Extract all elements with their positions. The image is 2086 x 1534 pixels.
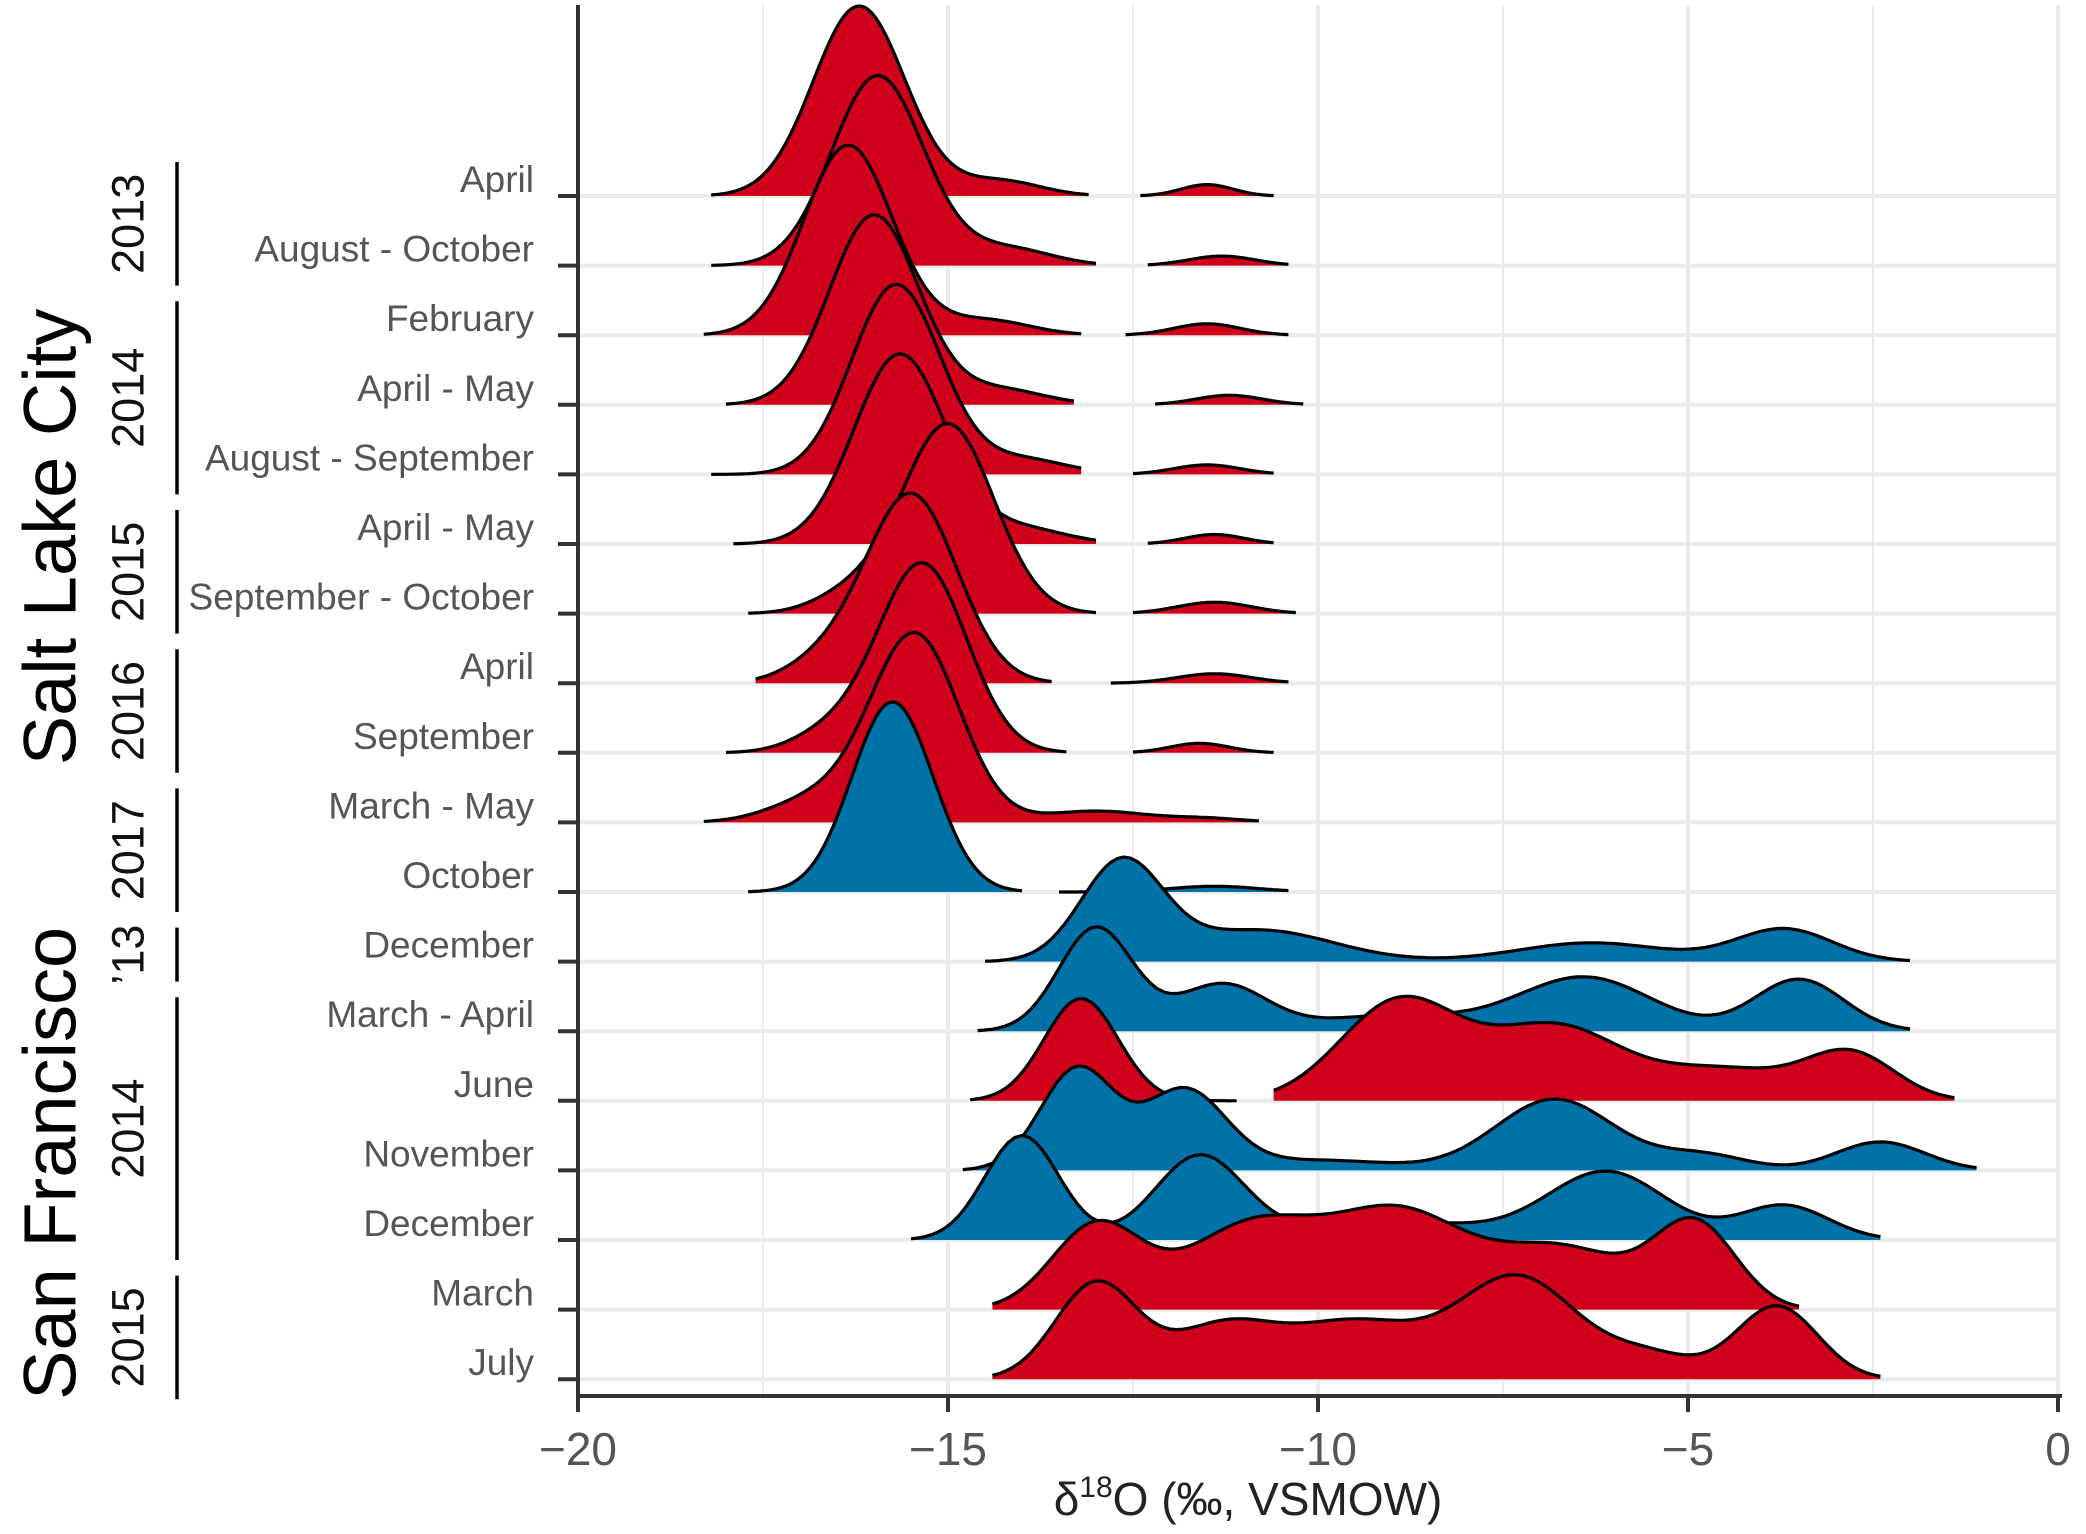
ridge-outline: [703, 630, 1259, 823]
city-label: San Francisco: [9, 927, 92, 1400]
row-label: April: [460, 159, 534, 200]
ridge-outline: [1273, 994, 1955, 1100]
row-label: March: [431, 1273, 534, 1314]
row-label: December: [363, 1203, 534, 1244]
ridge-outline: [755, 491, 1052, 684]
ridge-outline: [1132, 600, 1297, 615]
ridge-series: [962, 1064, 1977, 1172]
row-label: June: [454, 1064, 534, 1105]
row-label: April - May: [357, 368, 534, 409]
ridge-outline: [725, 561, 1067, 754]
ridge-fill: [1133, 602, 1296, 614]
year-label: 2014: [103, 1079, 154, 1179]
grid-layer: [576, 5, 2060, 1396]
ridge-series: [991, 1273, 1881, 1380]
ridge-outline: [725, 213, 1075, 406]
ridge-outline: [1139, 183, 1275, 198]
ridge-fill: [1273, 996, 1955, 1101]
year-label: 2013: [103, 174, 154, 274]
ridge-series: [991, 1203, 1800, 1310]
year-label: 2017: [103, 800, 154, 900]
row-label: March - May: [328, 785, 534, 826]
ridge-outline: [1110, 672, 1289, 685]
year-label: 2015: [103, 1287, 154, 1387]
ridge-outline: [748, 700, 1023, 894]
year-label: 2015: [103, 522, 154, 622]
ridge-fill: [1140, 184, 1274, 196]
ridge-fill: [977, 926, 1910, 1032]
row-label: September - October: [189, 577, 534, 618]
x-axis-title-superscript: 18: [1079, 1471, 1112, 1504]
ridge-series: [703, 630, 1259, 823]
ridge-fill: [911, 1135, 1881, 1240]
ridge-outline: [991, 1203, 1800, 1308]
year-label: ’13: [103, 925, 154, 985]
x-axis-title: δ18O (‰, VSMOW): [1054, 1471, 1443, 1525]
ridge-outline: [1125, 322, 1289, 337]
x-tick-label: 0: [2045, 1423, 2071, 1475]
x-tick-label: −15: [909, 1423, 987, 1475]
row-label: April - May: [357, 507, 534, 548]
ridge-fill: [992, 1274, 1881, 1380]
ridge-outline: [991, 1273, 1881, 1378]
ridge-outline: [1132, 741, 1275, 754]
x-tick-label: −20: [539, 1423, 617, 1475]
ridge-outline: [984, 855, 1911, 963]
ridge-outline: [711, 74, 1097, 267]
ridge-outline: [733, 352, 1097, 546]
x-axis-title-suffix: O (‰, VSMOW): [1113, 1473, 1443, 1525]
row-label: July: [468, 1342, 534, 1383]
row-label: March - April: [326, 994, 534, 1035]
ridge-fill: [985, 857, 1910, 962]
ridge-outline: [1147, 254, 1289, 267]
row-label: April: [460, 646, 534, 687]
ridge-fill: [703, 632, 1259, 823]
row-label: September: [353, 716, 534, 757]
ridge-series: [984, 855, 1911, 963]
ridge-fill: [970, 998, 1237, 1101]
ridge-fill: [1133, 464, 1274, 475]
year-label: 2016: [103, 661, 154, 761]
ridge-outline: [748, 422, 1097, 615]
ridge-layer: [703, 4, 1977, 1380]
ridge-outline: [711, 4, 1089, 197]
ridge-fill: [962, 1065, 1977, 1171]
ridge-fill: [1155, 395, 1304, 405]
ridge-outline: [962, 1064, 1977, 1172]
ridge-fill: [1125, 323, 1289, 336]
ridge-fill: [748, 702, 1022, 892]
ridge-series: [733, 352, 1275, 546]
row-label: February: [386, 298, 535, 339]
row-label: August - October: [254, 229, 534, 270]
ridge-outline: [711, 282, 1082, 476]
row-label: December: [363, 925, 534, 966]
city-label: Salt Lake City: [9, 309, 92, 766]
x-tick-label: −5: [1662, 1423, 1714, 1475]
ridge-fill: [992, 1205, 1799, 1310]
x-tick-label: −10: [1279, 1423, 1357, 1475]
row-label: August - September: [205, 437, 534, 478]
ridge-outline: [1154, 393, 1304, 406]
ridge-outline: [703, 143, 1082, 336]
ridge-outline: [1132, 463, 1275, 476]
ridge-fill: [1133, 743, 1274, 753]
row-label: October: [402, 855, 534, 896]
ridge-fill: [1147, 256, 1289, 266]
ridge-fill: [1147, 534, 1274, 544]
row-label: November: [363, 1133, 534, 1174]
ridge-outline: [1147, 532, 1275, 545]
x-axis-title-prefix: δ: [1054, 1473, 1080, 1525]
ridge-series: [711, 4, 1275, 198]
label-layer: April August - October February April - May…: [9, 159, 2071, 1475]
year-label: 2014: [103, 348, 154, 448]
